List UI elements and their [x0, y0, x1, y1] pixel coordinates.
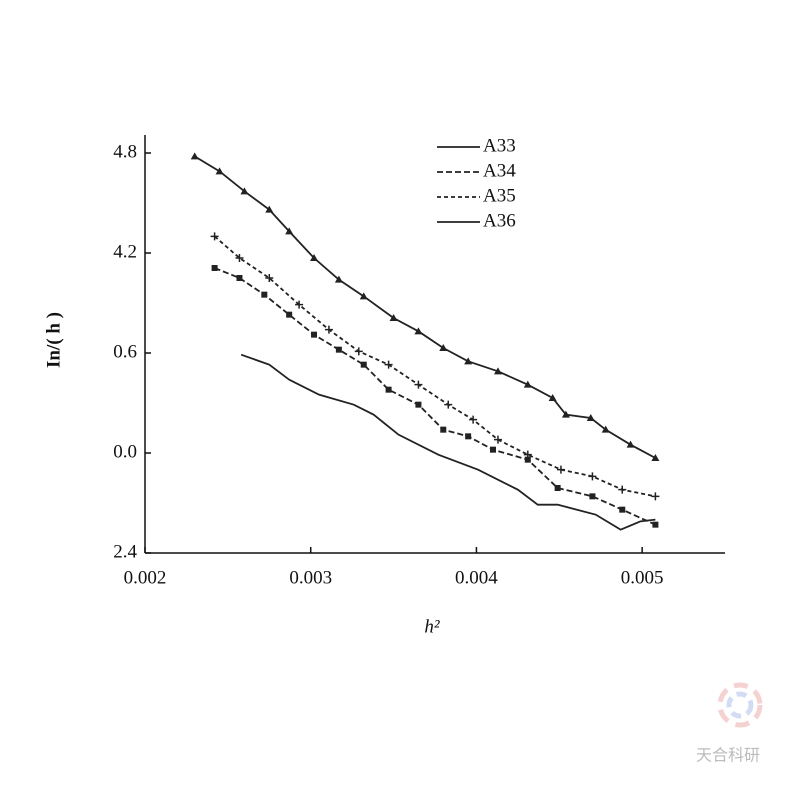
- marker: [240, 187, 249, 195]
- marker: [311, 331, 318, 338]
- marker: [415, 401, 422, 408]
- watermark-logo: [717, 682, 763, 728]
- marker: [490, 446, 496, 453]
- marker: [556, 465, 565, 474]
- legend-label: A33: [483, 135, 516, 156]
- marker: [385, 386, 392, 393]
- marker: [523, 380, 532, 388]
- marker: [324, 325, 333, 334]
- y-tick-label: 0.6: [113, 341, 137, 362]
- marker: [215, 167, 224, 175]
- marker: [335, 346, 342, 353]
- legend-label: A34: [483, 160, 516, 181]
- series-line: [194, 155, 656, 459]
- marker: [652, 521, 659, 528]
- marker: [210, 232, 219, 241]
- marker: [464, 357, 473, 365]
- marker: [211, 265, 218, 271]
- series-line: [240, 353, 656, 531]
- marker: [619, 506, 626, 513]
- x-tick-label: 0.005: [621, 567, 664, 588]
- marker: [414, 380, 423, 389]
- marker: [440, 426, 447, 433]
- marker: [310, 254, 319, 261]
- marker: [588, 472, 597, 481]
- marker: [389, 314, 398, 321]
- marker: [235, 254, 244, 262]
- marker: [493, 367, 502, 375]
- marker: [285, 227, 294, 235]
- marker: [601, 425, 610, 433]
- x-axis-label: h²: [424, 616, 440, 637]
- marker: [261, 291, 268, 298]
- marker: [465, 433, 472, 440]
- marker: [334, 275, 343, 283]
- marker: [354, 347, 363, 356]
- marker: [493, 435, 502, 444]
- marker: [236, 275, 243, 281]
- y-tick-label: 0.0: [113, 441, 137, 462]
- legend-label: A35: [483, 185, 516, 206]
- marker: [589, 493, 596, 500]
- marker: [265, 274, 274, 282]
- marker: [414, 327, 423, 335]
- marker: [444, 400, 453, 409]
- marker: [190, 152, 199, 160]
- marker: [554, 485, 561, 491]
- marker: [523, 450, 532, 459]
- marker: [265, 205, 274, 213]
- marker: [561, 410, 570, 418]
- marker: [651, 492, 660, 501]
- marker: [439, 344, 448, 351]
- marker: [286, 311, 293, 318]
- y-tick-label: 4.8: [113, 141, 137, 162]
- x-tick-label: 0.003: [289, 567, 332, 588]
- y-tick-label: 2.4: [113, 541, 137, 562]
- marker: [618, 485, 627, 494]
- watermark: 天合科研: [696, 747, 760, 765]
- legend-label: A36: [483, 210, 516, 231]
- marker: [359, 292, 368, 300]
- marker: [586, 414, 595, 421]
- y-tick-label: 4.2: [113, 241, 137, 262]
- marker: [548, 394, 557, 401]
- marker: [469, 415, 478, 424]
- y-axis-label: In/( h ): [43, 312, 64, 368]
- x-tick-label: 0.002: [124, 567, 167, 588]
- series-line: [214, 235, 656, 498]
- marker: [524, 456, 531, 463]
- marker: [295, 300, 304, 309]
- marker: [626, 440, 635, 448]
- marker: [384, 360, 393, 369]
- marker: [360, 361, 367, 368]
- marker: [651, 454, 660, 461]
- x-tick-label: 0.004: [455, 567, 498, 588]
